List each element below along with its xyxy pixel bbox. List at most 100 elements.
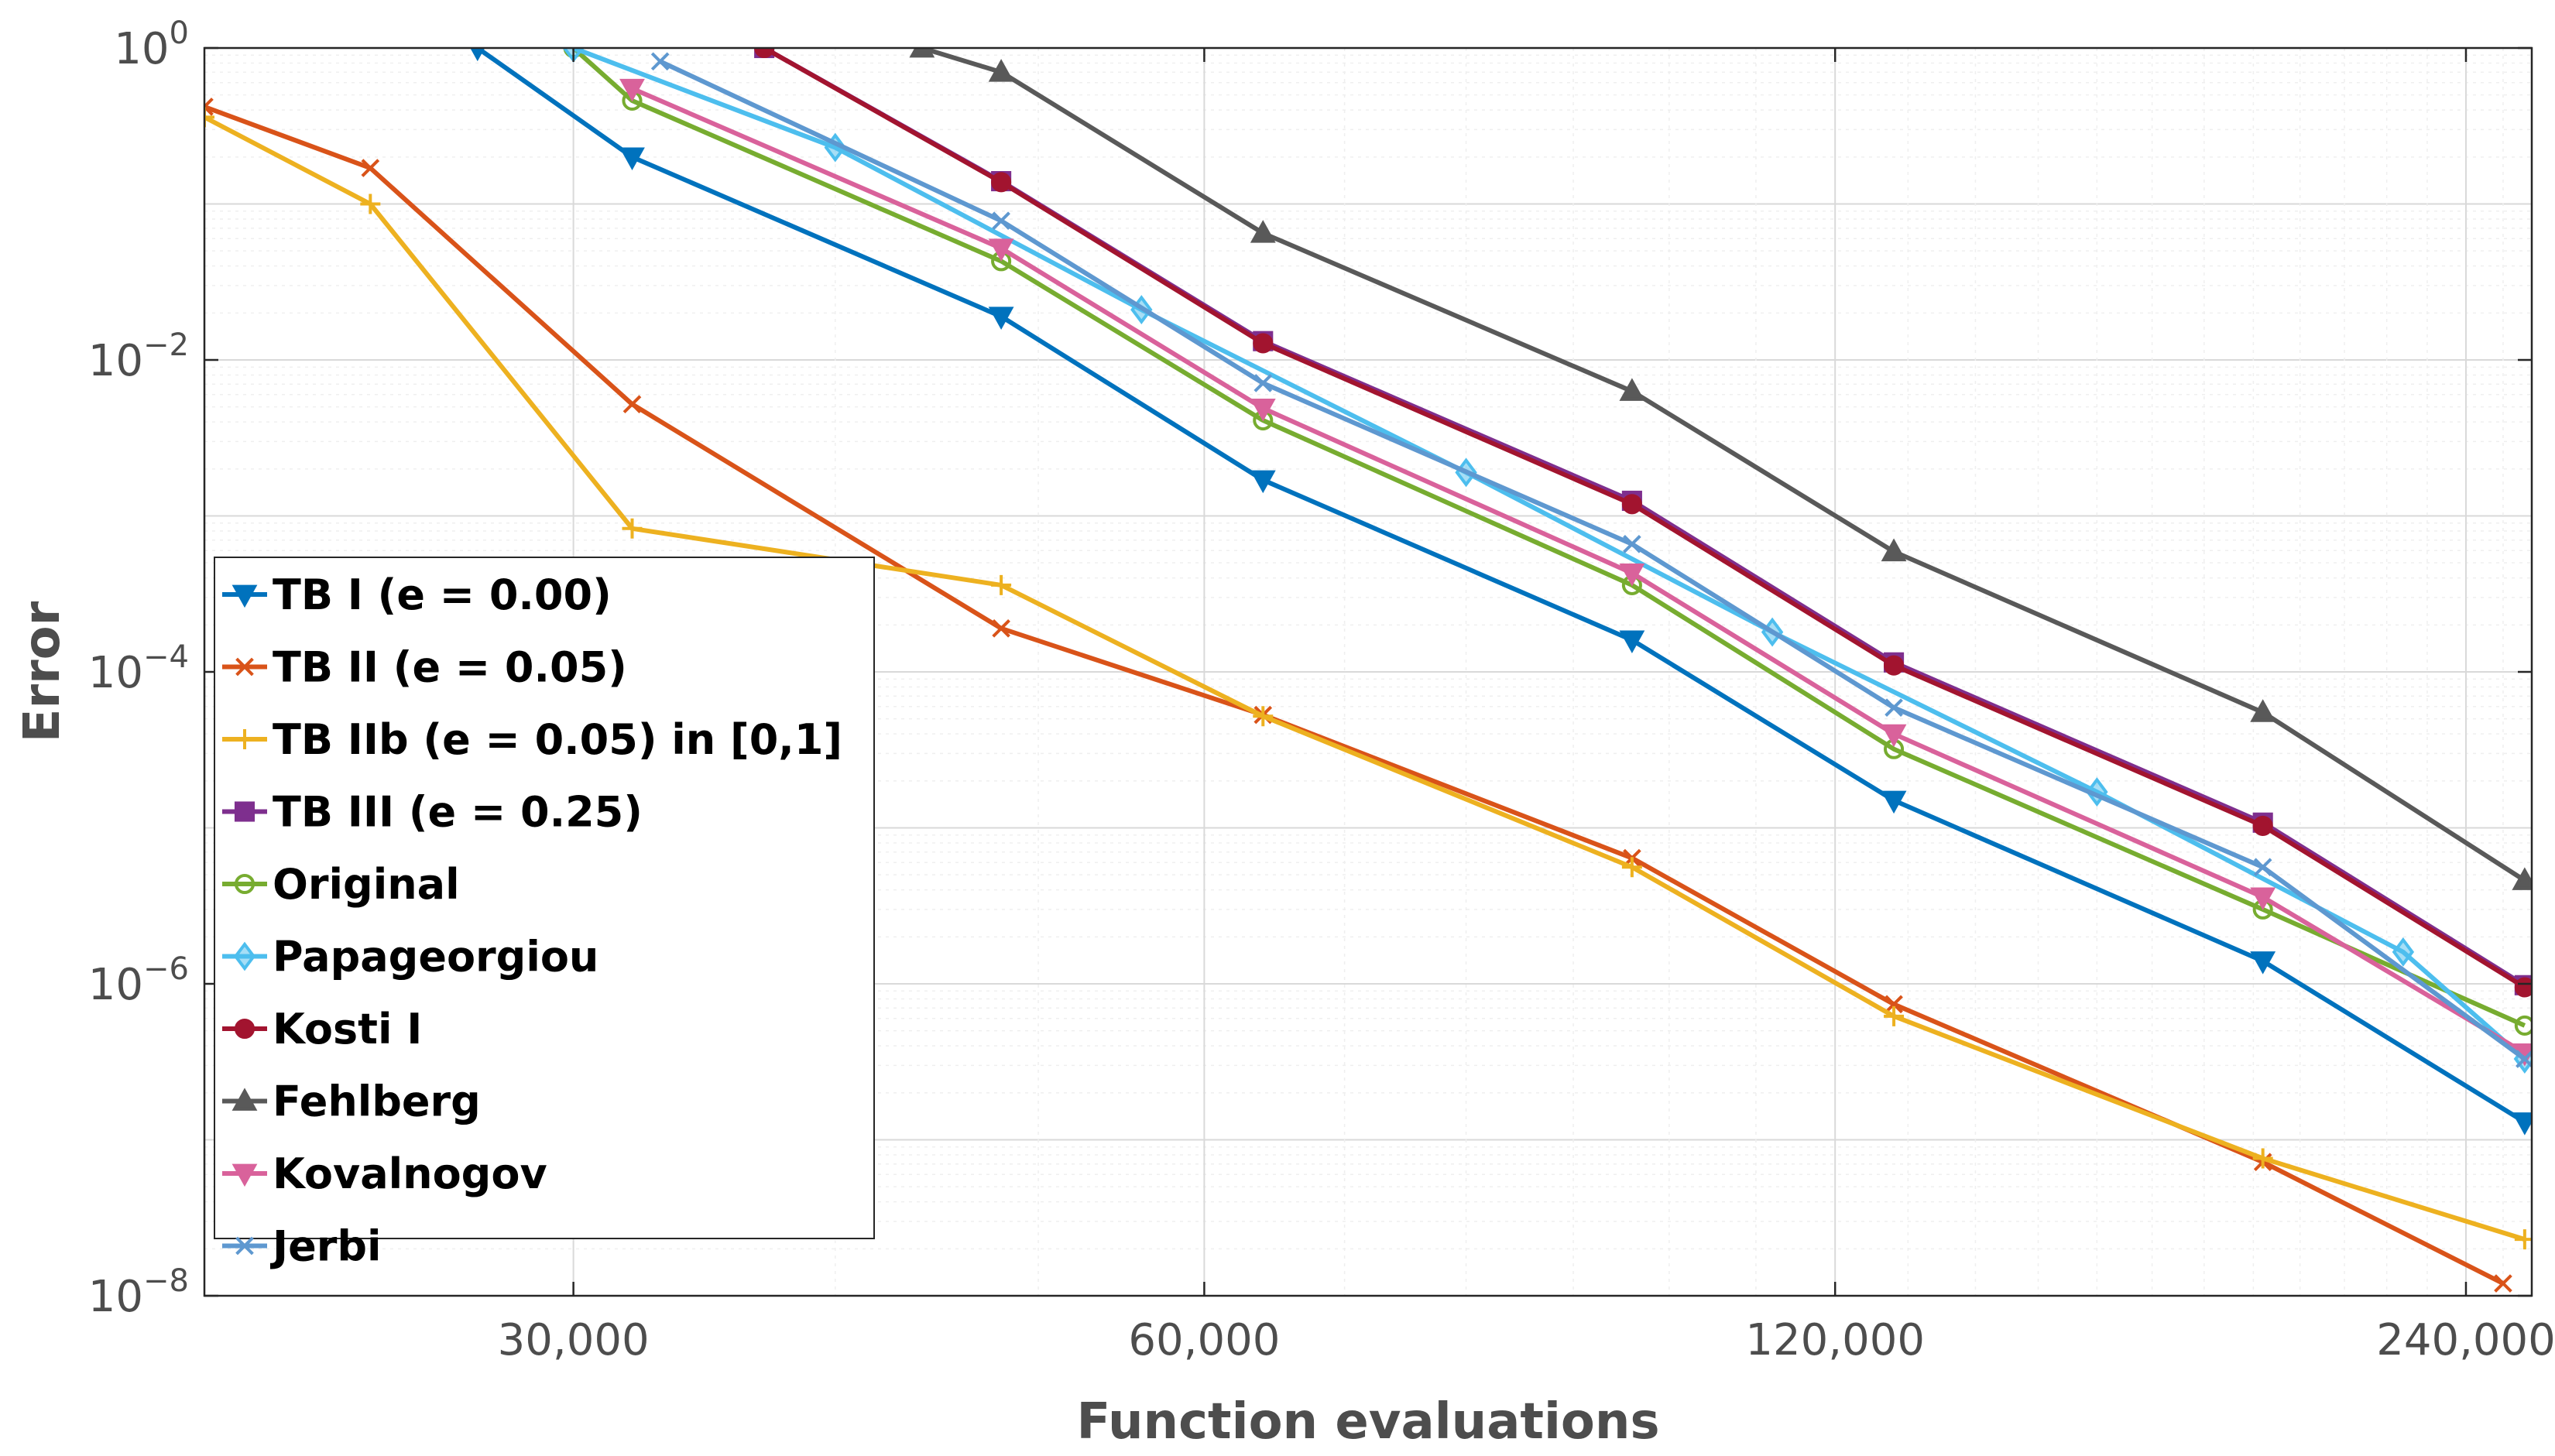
- data-point: [1253, 374, 1273, 392]
- data-point: [1621, 494, 1642, 515]
- data-point: [2392, 937, 2415, 967]
- y-axis-label: Error: [14, 601, 71, 742]
- data-point: [1884, 1005, 1905, 1026]
- series-line: [572, 48, 2526, 1061]
- data-point: [1250, 470, 1276, 494]
- data-point: [2514, 977, 2532, 998]
- data-point: [622, 518, 643, 539]
- data-point: [1619, 630, 1645, 653]
- legend-marker: [235, 729, 255, 749]
- data-point: [360, 194, 381, 214]
- series-7: [909, 48, 2532, 890]
- data-point: [622, 395, 642, 414]
- series-line: [571, 48, 2526, 1028]
- legend-entry: Kosti I: [222, 1005, 422, 1053]
- x-tick-label: 120,000: [1745, 1315, 1925, 1365]
- data-point: [2250, 951, 2276, 975]
- data-point: [2252, 1148, 2273, 1169]
- legend-label: TB II (e = 0.05): [273, 643, 627, 692]
- data-point: [1884, 655, 1905, 676]
- legend-label: Jerbi: [269, 1222, 382, 1271]
- data-point: [1253, 333, 1274, 354]
- legend-marker: [235, 1236, 254, 1256]
- legend-entry: Original: [222, 860, 460, 909]
- data-point: [2514, 1015, 2532, 1036]
- data-point: [991, 574, 1012, 595]
- data-point: [2512, 867, 2532, 890]
- data-point: [2086, 777, 2108, 807]
- data-point: [650, 52, 670, 71]
- data-point: [2250, 699, 2276, 722]
- data-point: [2494, 1274, 2512, 1293]
- data-point: [470, 48, 485, 62]
- legend-marker: [233, 941, 256, 971]
- data-point: [1881, 790, 1907, 814]
- data-point: [909, 48, 935, 58]
- data-point: [1253, 706, 1274, 727]
- legend-label: Original: [273, 860, 460, 909]
- data-point: [988, 238, 1014, 262]
- data-point: [2253, 858, 2272, 877]
- legend-marker: [235, 657, 254, 677]
- data-point: [1619, 563, 1645, 587]
- legend-box: [214, 557, 875, 1239]
- y-tick-label: 100: [114, 15, 189, 74]
- data-point: [1250, 220, 1276, 243]
- series-2: [204, 107, 2532, 1250]
- legend-label: Fehlberg: [273, 1077, 481, 1126]
- legend-label: Kovalnogov: [273, 1149, 547, 1198]
- legend: TB I (e = 0.00) TB II (e = 0.05) TB IIb (e…: [214, 557, 875, 1271]
- data-point: [1250, 399, 1276, 422]
- axes: 30,000 60,000 120,000 240,000 100 10−2 10−4 10−…: [88, 15, 2555, 1365]
- data-point: [2516, 1050, 2532, 1068]
- y-tick-label: 10−8: [88, 1263, 189, 1322]
- data-point: [992, 619, 1010, 638]
- legend-marker: [231, 584, 258, 608]
- data-point: [988, 307, 1014, 330]
- legend-label: Papageorgiou: [273, 933, 598, 982]
- data-point: [204, 98, 214, 116]
- series-line: [476, 48, 2526, 1125]
- legend-entry: Papageorgiou: [222, 933, 598, 982]
- x-tick-label: 240,000: [2376, 1315, 2555, 1365]
- data-point: [1881, 538, 1907, 562]
- data-point: [1621, 857, 1642, 878]
- data-point: [1885, 995, 1903, 1014]
- data-point: [2250, 887, 2276, 911]
- data-point: [2512, 1112, 2532, 1136]
- y-tick-label: 10−4: [88, 639, 189, 698]
- legend-marker: [231, 1163, 258, 1187]
- legend-entry: TB II (e = 0.05): [222, 643, 627, 692]
- legend-label: TB III (e = 0.25): [273, 788, 643, 837]
- legend-label: TB I (e = 0.00): [273, 570, 612, 619]
- legend-entry: TB IIb (e = 0.05) in [0,1]: [222, 715, 842, 764]
- legend-label: Kosti I: [273, 1005, 422, 1053]
- x-axis-label: Function evaluations: [1076, 1393, 1659, 1451]
- legend-entry: Kovalnogov: [222, 1149, 547, 1198]
- x-tick-label: 30,000: [498, 1315, 650, 1365]
- x-tick-label: 60,000: [1128, 1315, 1280, 1365]
- legend-entry: TB I (e = 0.00): [222, 570, 612, 619]
- data-point: [1881, 724, 1907, 748]
- data-point: [619, 147, 645, 170]
- legend-entry: Jerbi: [222, 1222, 382, 1271]
- y-tick-label: 10−6: [88, 951, 189, 1010]
- series-0: [470, 48, 2532, 1136]
- data-point: [991, 172, 1012, 193]
- data-point: [2252, 815, 2273, 836]
- legend-entry: Fehlberg: [222, 1077, 481, 1126]
- legend-marker: [234, 801, 256, 822]
- legend-entry: TB III (e = 0.25): [222, 788, 643, 837]
- data-point: [992, 211, 1010, 231]
- series-9: [650, 52, 2532, 1068]
- data-point: [204, 107, 214, 128]
- y-tick-label: 10−2: [88, 327, 189, 386]
- legend-marker: [231, 1088, 258, 1111]
- data-point: [1619, 378, 1645, 401]
- data-point: [1885, 698, 1903, 717]
- data-point: [361, 159, 380, 177]
- series-6: [754, 48, 2532, 998]
- data-point: [1623, 535, 1641, 553]
- legend-marker: [234, 1018, 256, 1040]
